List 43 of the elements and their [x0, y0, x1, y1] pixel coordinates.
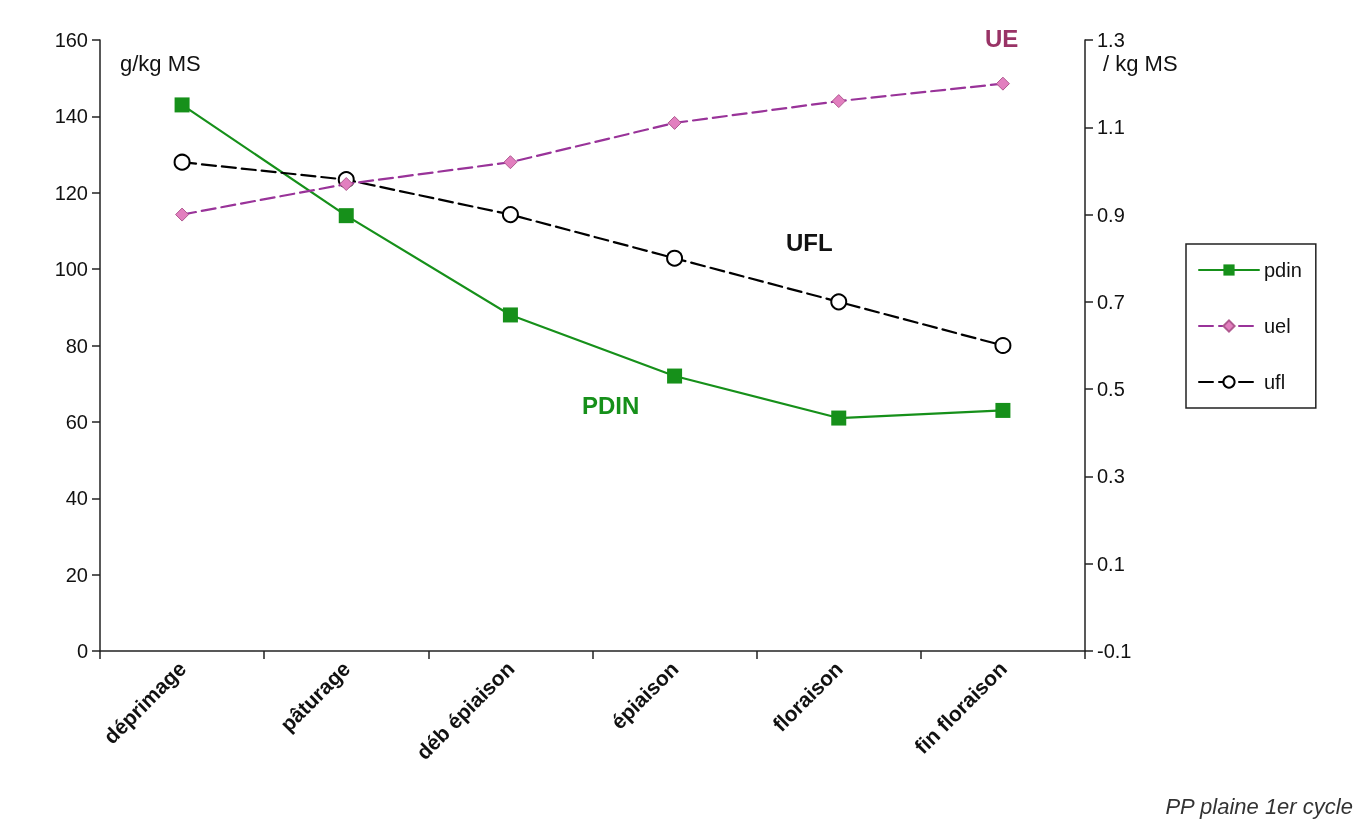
legend-label: ufl	[1264, 371, 1286, 393]
y-tick-label: 40	[65, 487, 88, 510]
y-tick-label: 140	[54, 105, 88, 128]
point	[666, 249, 684, 267]
y-axis-title: g/kg MS	[120, 50, 201, 76]
point	[173, 153, 191, 171]
y2-tick-label: 0.9	[1097, 203, 1125, 226]
y-tick-label: 100	[54, 258, 88, 281]
y-tick-label: 160	[54, 29, 88, 51]
point	[503, 155, 518, 170]
y2-tick-label: -0.1	[1097, 640, 1132, 662]
annotation: UFL	[786, 228, 833, 256]
point	[502, 307, 518, 323]
y-tick-label: 20	[65, 563, 88, 586]
y2-tick-label: 0.7	[1097, 290, 1125, 313]
y-tick-label: 80	[65, 334, 88, 357]
annotation: PDIN	[582, 391, 640, 419]
y-tick-label: 60	[65, 410, 88, 433]
y2-tick-label: 1.3	[1097, 29, 1125, 51]
y2-tick-label: 0.1	[1097, 552, 1125, 575]
point	[830, 293, 848, 311]
y2-axis-title: / kg MS	[1103, 50, 1178, 76]
point	[831, 410, 847, 426]
point	[339, 177, 354, 192]
point	[995, 76, 1010, 91]
y-tick-label: 0	[76, 640, 88, 662]
y2-tick-label: 0.5	[1097, 378, 1125, 401]
point	[994, 337, 1012, 354]
legend-label: pdin	[1264, 259, 1302, 281]
annotation: UE	[985, 24, 1019, 52]
legend-label: uel	[1264, 315, 1291, 337]
point	[667, 368, 683, 384]
point	[338, 208, 354, 224]
text: PP plaine 1er cycle	[1165, 793, 1353, 819]
point	[501, 206, 519, 224]
point	[831, 94, 846, 109]
point	[995, 402, 1011, 418]
point	[174, 97, 190, 113]
y2-tick-label: 1.1	[1097, 116, 1125, 139]
point	[175, 207, 190, 222]
point	[667, 115, 682, 130]
y-tick-label: 120	[54, 181, 88, 204]
y2-tick-label: 0.3	[1097, 465, 1125, 488]
